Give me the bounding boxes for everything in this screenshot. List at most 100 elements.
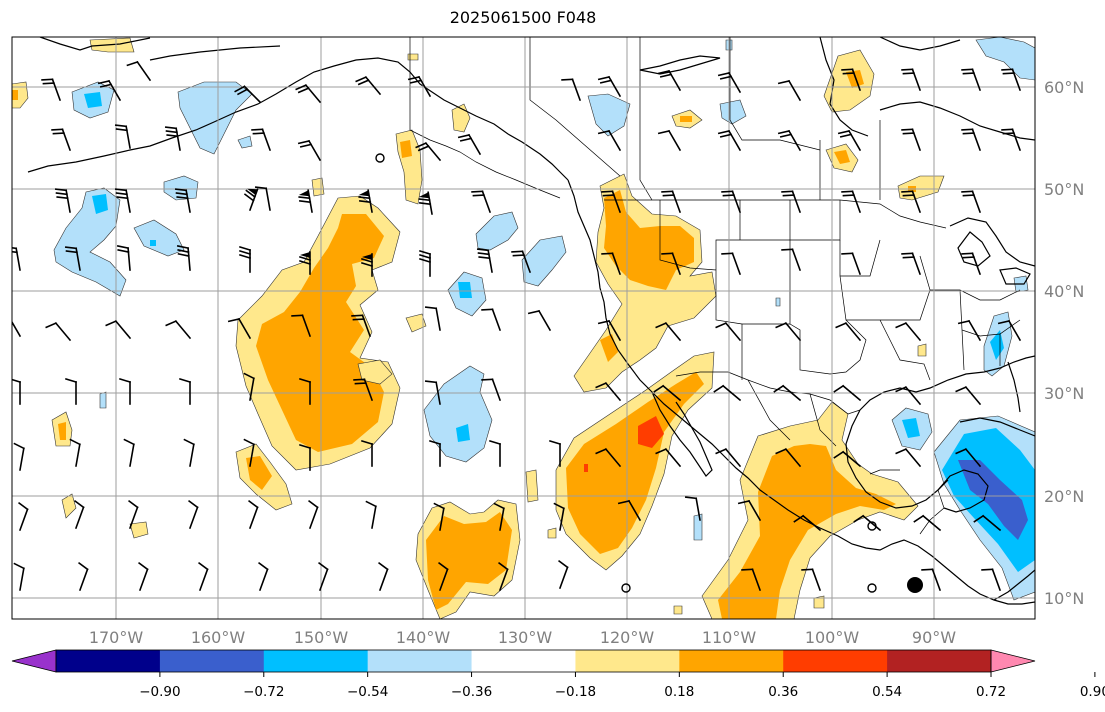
- wind-barb: [179, 378, 191, 405]
- wind-barb: [895, 448, 922, 468]
- colorbar-tick-label: 0.54: [872, 684, 902, 700]
- wind-barb: [198, 561, 209, 592]
- wind-barb: [715, 322, 742, 342]
- wind-barb: [54, 188, 71, 213]
- wind-barb: [775, 322, 802, 342]
- wind-barb: [128, 499, 139, 530]
- wind-barb: [299, 444, 311, 471]
- contour-fill: [53, 187, 127, 297]
- wind-barb: [601, 252, 622, 276]
- wind-barb: [419, 250, 431, 277]
- contour-fill: [407, 53, 419, 61]
- wind-barb: [961, 128, 982, 152]
- wind-barb: [105, 320, 132, 340]
- wind-barb: [248, 499, 259, 530]
- wind-barb: [119, 378, 131, 405]
- colorbar-segment: [367, 650, 473, 672]
- mexico-east-coast: [845, 409, 949, 509]
- contour-fill: [12, 81, 29, 109]
- lon-tick-label: 110°W: [702, 628, 757, 647]
- contour-fill: [566, 372, 704, 554]
- marker-dot: [907, 577, 923, 593]
- wind-barb: [835, 322, 862, 342]
- wind-barb: [254, 186, 271, 211]
- contour-fill: [58, 422, 66, 440]
- lon-tick-label: 130°W: [498, 628, 553, 647]
- wind-barb: [164, 126, 181, 151]
- contour-fill: [177, 81, 253, 155]
- wind-barb: [653, 384, 682, 402]
- wind-barb: [715, 448, 742, 468]
- contour-fill: [525, 469, 539, 503]
- wind-barb: [299, 251, 311, 275]
- wind-barb: [251, 128, 272, 152]
- wind-barb: [457, 133, 482, 156]
- wind-barb: [114, 188, 131, 213]
- wind-barb: [597, 129, 622, 152]
- wind-barb: [777, 79, 802, 102]
- wind-barb: [69, 438, 81, 467]
- wind-barb: [243, 188, 259, 212]
- colorbar-tick-label: −0.36: [451, 684, 492, 700]
- wind-barb: [378, 561, 389, 592]
- colorbar-segment: [679, 650, 784, 672]
- colorbar-segment: [56, 650, 161, 672]
- great-lakes-1: [949, 217, 1035, 267]
- wind-barb: [981, 568, 1002, 592]
- wind-barb: [234, 85, 262, 104]
- wind-barb: [549, 440, 561, 467]
- wind-barb: [777, 129, 802, 152]
- contour-fill: [990, 330, 1004, 360]
- wind-barb: [12, 378, 21, 405]
- wind-barb: [481, 378, 502, 402]
- wind-barb: [13, 442, 25, 471]
- contour-fill: [917, 343, 927, 357]
- wind-barb: [299, 378, 311, 405]
- wind-barb: [597, 319, 622, 342]
- wind-barb: [655, 448, 682, 468]
- colorbar-tick-label: −0.54: [347, 684, 388, 700]
- wind-barb: [424, 306, 441, 331]
- wind-barb: [476, 248, 493, 273]
- mexico-guatemala-border: [919, 489, 945, 535]
- wind-barb: [51, 128, 72, 152]
- wind-barb: [801, 568, 822, 592]
- wind-barb: [721, 190, 742, 214]
- contour-fill: [897, 175, 945, 201]
- wind-barb: [901, 190, 922, 214]
- wind-barb: [561, 78, 582, 102]
- gulf-coast: [859, 355, 1035, 411]
- wind-barb: [657, 129, 682, 152]
- wind-barb: [833, 384, 862, 402]
- wind-barb: [773, 384, 802, 402]
- great-lakes-3: [999, 267, 1031, 285]
- wind-barb: [684, 496, 701, 521]
- wind-barb: [901, 252, 922, 276]
- wind-barb: [597, 75, 622, 98]
- contour-fill: [718, 444, 896, 619]
- contour-fill: [547, 527, 557, 539]
- wind-barb: [188, 499, 199, 530]
- wind-barb: [18, 501, 29, 532]
- wind-barb: [489, 440, 501, 467]
- wind-barb: [291, 314, 312, 338]
- us-states-1: [659, 200, 841, 325]
- wind-barb: [921, 568, 942, 592]
- wind-barb: [12, 315, 22, 338]
- wind-barb: [424, 380, 441, 405]
- wind-barb: [78, 561, 89, 592]
- lon-tick-label: 100°W: [805, 628, 860, 647]
- contour-fill: [975, 37, 1035, 81]
- lon-tick-label: 120°W: [600, 628, 655, 647]
- wind-barb: [661, 252, 682, 276]
- negative-contour-fills: [53, 37, 1035, 601]
- wind-barb: [481, 308, 502, 332]
- alaska-interior: [149, 45, 281, 61]
- colorbar-segment: [263, 650, 369, 672]
- canada-provinces: [529, 37, 881, 201]
- wind-barb: [853, 514, 882, 532]
- wind-barb: [781, 248, 802, 272]
- lat-tick-label: 40°N: [1044, 282, 1084, 301]
- wind-barb: [138, 561, 149, 592]
- wind-barb: [957, 319, 982, 342]
